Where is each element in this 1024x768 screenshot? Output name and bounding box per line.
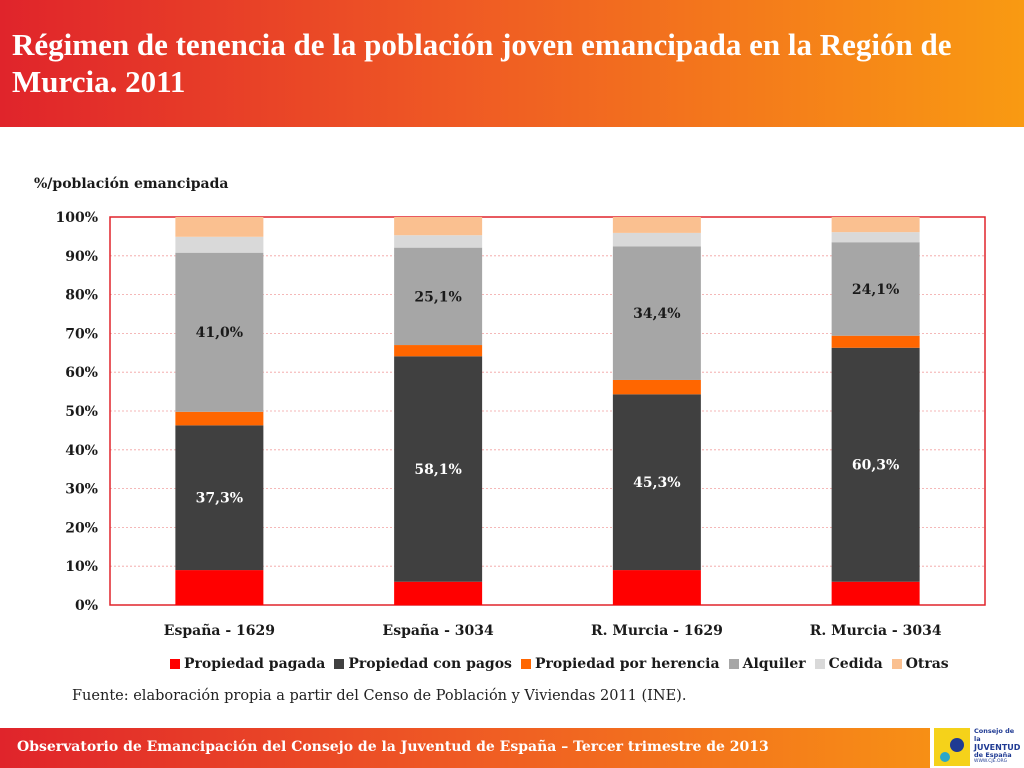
y-tick-label: 20% [65, 520, 98, 536]
plot-area-border [109, 216, 986, 606]
legend-item: Cedida [814, 656, 883, 672]
legend-swatch [170, 659, 180, 669]
y-tick-label: 70% [65, 326, 98, 342]
bar-segment [831, 242, 920, 336]
bar-segment [175, 411, 264, 426]
legend-swatch [334, 659, 345, 669]
legend-swatch [891, 659, 902, 669]
chart-legend: Propiedad pagada Propiedad con pagos Propi… [170, 656, 949, 672]
y-tick-label: 60% [65, 365, 98, 381]
logo-url: WWW.CJE.ORG [974, 759, 1008, 764]
bar-segment [394, 356, 483, 582]
y-tick-label: 50% [65, 404, 98, 420]
legend-item: Propiedad por herencia [520, 656, 720, 672]
data-label: 58,1% [414, 462, 461, 478]
cje-logo-mark-icon [934, 728, 970, 766]
source-note: Fuente: elaboración propia a partir del … [72, 688, 687, 704]
legend-item: Propiedad con pagos [334, 656, 512, 672]
y-tick-label: 80% [65, 288, 98, 304]
y-tick-label: 100% [55, 210, 98, 226]
bar-segment [831, 335, 920, 348]
data-label: 34,4% [633, 306, 680, 322]
logo-name-line-3: de España [974, 751, 1012, 759]
bar-segment [394, 217, 483, 236]
y-tick-label: 10% [65, 559, 98, 575]
logo-name-line-2: JUVENTUD [974, 743, 1021, 752]
y-tick-label: 0% [75, 598, 98, 614]
bar-segment [175, 236, 264, 253]
legend-label: Propiedad pagada [184, 656, 326, 672]
legend-swatch [728, 659, 739, 669]
data-label: 60,3% [852, 458, 899, 474]
bar-segment [612, 232, 701, 247]
legend-item: Otras [891, 656, 949, 672]
bar-segment [831, 347, 920, 582]
data-label: 41,0% [196, 325, 243, 341]
data-label: 25,1% [414, 289, 461, 305]
y-axis-label: %/población emancipada [34, 176, 229, 192]
legend-label: Alquiler [742, 656, 806, 672]
x-tick-label: España - 1629 [164, 622, 275, 639]
data-label: 37,3% [196, 491, 243, 507]
bar-segment [612, 217, 701, 233]
bar-segment [612, 379, 701, 395]
y-tick-label: 40% [65, 443, 98, 459]
legend-swatch [814, 659, 825, 669]
data-label: 45,3% [633, 475, 680, 491]
header-banner: Régimen de tenencia de la población jove… [0, 0, 1024, 127]
data-label: 24,1% [852, 282, 899, 298]
bar-segment [831, 232, 920, 243]
bar-segment [394, 247, 483, 346]
legend-swatch [520, 659, 531, 669]
bar-segment [394, 235, 483, 248]
page-title: Régimen de tenencia de la población jove… [12, 27, 952, 99]
x-tick-label: R. Murcia - 3034 [810, 623, 942, 639]
legend-item: Alquiler [728, 656, 806, 672]
bar-segment [175, 252, 264, 412]
x-tick-label: R. Murcia - 1629 [591, 623, 723, 639]
logo-name: Consejo de la JUVENTUD de España [974, 727, 1022, 760]
legend-item: Propiedad pagada [170, 656, 325, 672]
stacked-bar-chart: 0% 10% 20% 30% 40% 50% 60% 70% 80% 90% 100% 37,3% 41… [55, 210, 986, 639]
bar-segment [394, 581, 483, 605]
bar-segment [394, 345, 483, 357]
bar-segment [612, 246, 701, 380]
bar-segment [831, 581, 920, 605]
footer-text: Observatorio de Emancipación del Consejo… [17, 739, 769, 755]
legend-label: Cedida [828, 656, 883, 672]
footer-bar: Observatorio de Emancipación del Consejo… [0, 728, 1024, 768]
x-tick-label: España - 3034 [383, 622, 494, 639]
y-tick-label: 90% [65, 249, 98, 265]
logo-name-line-1: Consejo de la [974, 727, 1015, 743]
cje-logo: Consejo de la JUVENTUD de España WWW.CJE… [930, 722, 1024, 768]
legend-label: Propiedad con pagos [348, 656, 512, 672]
bar-segment [175, 570, 264, 605]
y-tick-label: 30% [65, 482, 98, 498]
bar-segment [175, 217, 264, 237]
legend-label: Otras [905, 656, 949, 672]
bar-segment [831, 217, 920, 233]
bar-segment [612, 394, 701, 571]
legend-label: Propiedad por herencia [534, 656, 720, 672]
bar-segment [175, 425, 264, 571]
bar-segment [612, 570, 701, 605]
